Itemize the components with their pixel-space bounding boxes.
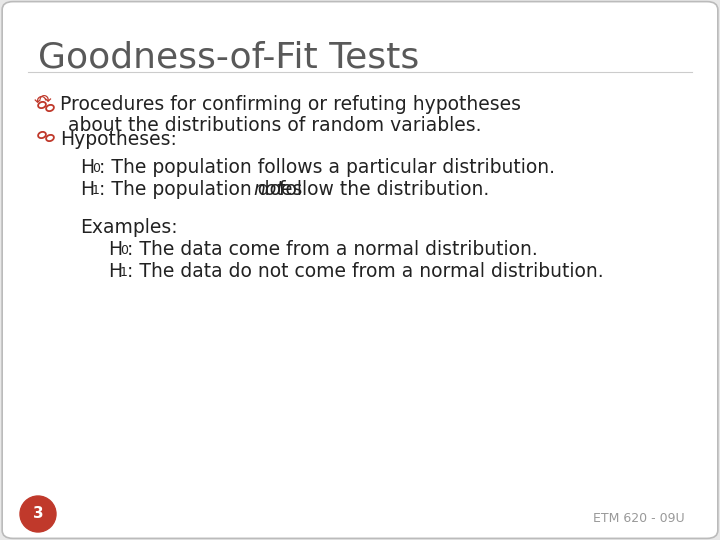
Text: about the distributions of random variables.: about the distributions of random variab… [68,116,482,135]
Text: H: H [80,180,94,199]
Text: 0: 0 [120,244,128,257]
Text: H: H [108,240,122,259]
Text: Hypotheses:: Hypotheses: [60,130,177,149]
Text: 3: 3 [32,507,43,522]
Text: H: H [80,158,94,177]
Text: Examples:: Examples: [80,218,178,237]
Text: ↶: ↶ [34,93,47,108]
Text: : The data do not come from a normal distribution.: : The data do not come from a normal dis… [127,262,603,281]
Text: 1: 1 [120,266,128,279]
Text: ETM 620 - 09U: ETM 620 - 09U [593,511,685,524]
Text: : The population follows a particular distribution.: : The population follows a particular di… [99,158,555,177]
Text: 1: 1 [92,184,100,197]
Text: Goodness-of-Fit Tests: Goodness-of-Fit Tests [38,40,419,74]
Text: H: H [108,262,122,281]
Text: : The population does: : The population does [99,180,308,199]
Text: Procedures for confirming or refuting hypotheses: Procedures for confirming or refuting hy… [60,95,521,114]
Text: : The data come from a normal distribution.: : The data come from a normal distributi… [127,240,538,259]
Text: not: not [253,180,284,199]
Text: follow the distribution.: follow the distribution. [274,180,490,199]
Text: ↷: ↷ [34,93,52,108]
Circle shape [20,496,56,532]
Text: 0: 0 [92,162,100,175]
